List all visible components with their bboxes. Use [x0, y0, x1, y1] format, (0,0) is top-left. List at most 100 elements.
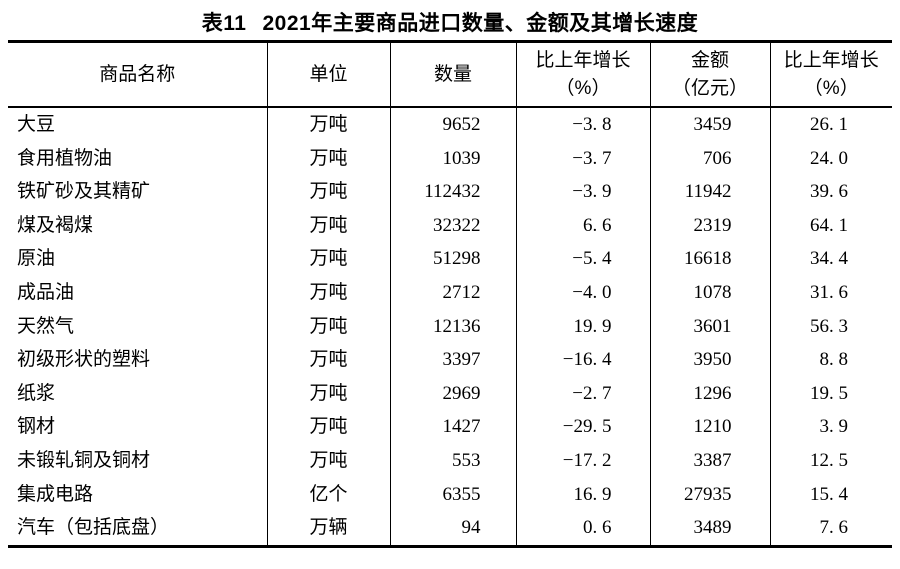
amount-growth-cell: 39. 6	[769, 175, 892, 209]
unit-cell: 万吨	[266, 208, 390, 243]
quantity-cell: 12136	[389, 309, 516, 344]
amount-cell: 11942	[649, 175, 770, 209]
col-header-amount: 金额 （亿元）	[649, 41, 770, 108]
quantity-growth-cell: −16. 4	[515, 343, 650, 377]
amount-growth-cell: 8. 8	[769, 343, 892, 377]
col-header-quantity: 数量	[389, 41, 516, 108]
col-header-commodity-name: 商品名称	[8, 41, 267, 108]
commodity-name-cell: 煤及褐煤	[17, 214, 94, 236]
unit-cell: 亿个	[266, 477, 390, 512]
amount-growth-cell: 26. 1	[769, 107, 892, 142]
commodity-name-cell: 钢材	[17, 416, 56, 438]
commodity-name-cell: 天然气	[17, 315, 75, 337]
col-header-amount-growth: 比上年增长 （%）	[769, 41, 892, 108]
quantity-growth-cell: 16. 9	[515, 477, 650, 512]
quantity-cell: 112432	[389, 175, 516, 209]
table-row: 铁矿砂及其精矿 万吨 112432 −3. 9 11942 39. 6	[8, 175, 892, 209]
amount-cell: 3459	[649, 107, 770, 142]
table-row: 食用植物油 万吨 1039 −3. 7 706 24. 0	[8, 141, 892, 176]
unit-cell: 万吨	[266, 275, 390, 310]
commodity-name-cell: 铁矿砂及其精矿	[17, 181, 151, 203]
quantity-growth-cell: −3. 8	[515, 107, 650, 142]
table-row: 煤及褐煤 万吨 32322 6. 6 2319 64. 1	[8, 208, 892, 243]
col-header-quantity-growth: 比上年增长 （%）	[515, 41, 650, 108]
amount-growth-cell: 56. 3	[769, 309, 892, 344]
unit-cell: 万吨	[266, 343, 390, 377]
table-number-label: 表11	[201, 12, 247, 35]
amount-cell: 16618	[649, 242, 770, 276]
unit-cell: 万吨	[266, 141, 390, 176]
table-caption: 表11 2021年主要商品进口数量、金额及其增长速度	[0, 0, 900, 37]
quantity-cell: 1427	[389, 410, 516, 444]
quantity-growth-cell: −5. 4	[515, 242, 650, 276]
table-title: 2021年主要商品进口数量、金额及其增长速度	[262, 12, 699, 35]
unit-cell: 万辆	[266, 511, 390, 547]
table-row: 成品油 万吨 2712 −4. 0 1078 31. 6	[8, 275, 892, 310]
quantity-growth-cell: −29. 5	[515, 410, 650, 444]
quantity-growth-cell: −3. 7	[515, 141, 650, 176]
quantity-cell: 9652	[389, 107, 516, 142]
commodity-name-cell: 集成电路	[17, 483, 94, 505]
header-row: 商品名称 单位 数量 比上年增长 （%） 金额 （亿元） 比上年增长 （%）	[8, 41, 892, 108]
table-row: 汽车（包括底盘） 万辆 94 0. 6 3489 7. 6	[8, 511, 892, 547]
unit-cell: 万吨	[266, 443, 390, 478]
amount-growth-cell: 19. 5	[769, 376, 892, 411]
import-commodities-table: 商品名称 单位 数量 比上年增长 （%） 金额 （亿元） 比上年增长 （%） 大…	[8, 40, 892, 548]
commodity-name-cell: 汽车（包括底盘）	[17, 517, 170, 539]
amount-cell: 1296	[649, 376, 770, 411]
amount-cell: 706	[649, 141, 770, 176]
unit-cell: 万吨	[266, 410, 390, 444]
table-row: 原油 万吨 51298 −5. 4 16618 34. 4	[8, 242, 892, 276]
amount-growth-cell: 64. 1	[769, 208, 892, 243]
unit-cell: 万吨	[266, 107, 390, 142]
amount-cell: 3489	[649, 511, 770, 547]
col-header-unit: 单位	[266, 41, 390, 108]
unit-cell: 万吨	[266, 175, 390, 209]
quantity-growth-cell: −3. 9	[515, 175, 650, 209]
table-body: 大豆 万吨 9652 −3. 8 3459 26. 1 食用植物油 万吨 1039 −3. 7 70…	[8, 107, 892, 547]
amount-cell: 1078	[649, 275, 770, 310]
quantity-growth-cell: 19. 9	[515, 309, 650, 344]
amount-growth-cell: 24. 0	[769, 141, 892, 176]
amount-cell: 3601	[649, 309, 770, 344]
amount-cell: 1210	[649, 410, 770, 444]
commodity-name-cell: 纸浆	[17, 382, 56, 404]
table-row: 初级形状的塑料 万吨 3397 −16. 4 3950 8. 8	[8, 343, 892, 377]
table-row: 集成电路 亿个 6355 16. 9 27935 15. 4	[8, 477, 892, 512]
unit-cell: 万吨	[266, 309, 390, 344]
quantity-growth-cell: −17. 2	[515, 443, 650, 478]
amount-cell: 3387	[649, 443, 770, 478]
unit-cell: 万吨	[266, 242, 390, 276]
quantity-growth-cell: 6. 6	[515, 208, 650, 243]
table-row: 钢材 万吨 1427 −29. 5 1210 3. 9	[8, 410, 892, 444]
quantity-growth-cell: −2. 7	[515, 376, 650, 411]
quantity-cell: 51298	[389, 242, 516, 276]
commodity-name-cell: 成品油	[17, 281, 75, 303]
commodity-name-cell: 初级形状的塑料	[17, 349, 151, 371]
quantity-cell: 2712	[389, 275, 516, 310]
table-row: 大豆 万吨 9652 −3. 8 3459 26. 1	[8, 107, 892, 142]
amount-growth-cell: 15. 4	[769, 477, 892, 512]
quantity-cell: 2969	[389, 376, 516, 411]
quantity-cell: 94	[389, 511, 516, 547]
table-row: 未锻轧铜及铜材 万吨 553 −17. 2 3387 12. 5	[8, 443, 892, 478]
quantity-cell: 1039	[389, 141, 516, 176]
commodity-name-cell: 大豆	[17, 114, 56, 135]
table-row: 纸浆 万吨 2969 −2. 7 1296 19. 5	[8, 376, 892, 411]
amount-cell: 2319	[649, 208, 770, 243]
quantity-growth-cell: −4. 0	[515, 275, 650, 310]
quantity-cell: 553	[389, 443, 516, 478]
amount-cell: 3950	[649, 343, 770, 377]
commodity-name-cell: 原油	[17, 248, 56, 270]
amount-growth-cell: 7. 6	[769, 511, 892, 547]
table-row: 天然气 万吨 12136 19. 9 3601 56. 3	[8, 309, 892, 344]
quantity-cell: 32322	[389, 208, 516, 243]
unit-cell: 万吨	[266, 376, 390, 411]
amount-growth-cell: 31. 6	[769, 275, 892, 310]
amount-growth-cell: 3. 9	[769, 410, 892, 444]
amount-growth-cell: 34. 4	[769, 242, 892, 276]
amount-cell: 27935	[649, 477, 770, 512]
commodity-name-cell: 食用植物油	[17, 147, 113, 169]
quantity-cell: 3397	[389, 343, 516, 377]
